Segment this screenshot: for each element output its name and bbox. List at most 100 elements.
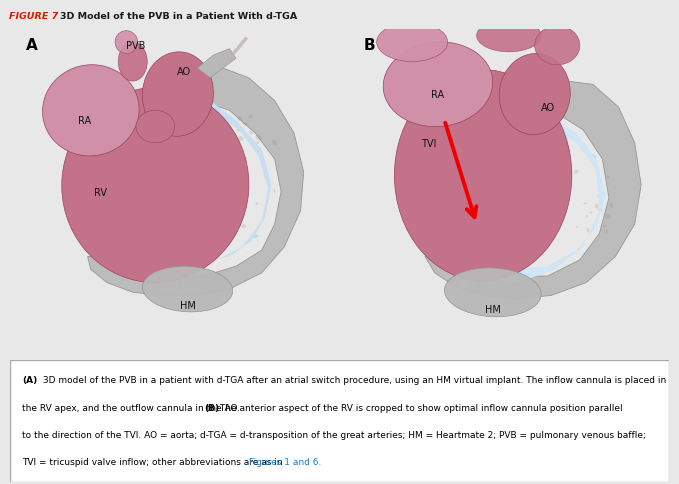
Text: (B): (B) (204, 403, 219, 412)
Ellipse shape (161, 294, 164, 297)
Ellipse shape (169, 259, 175, 264)
Ellipse shape (537, 124, 543, 131)
Ellipse shape (264, 177, 266, 179)
Ellipse shape (106, 167, 113, 174)
Ellipse shape (110, 82, 116, 89)
Text: HM: HM (485, 304, 500, 314)
Ellipse shape (226, 210, 232, 214)
Ellipse shape (212, 287, 213, 290)
Ellipse shape (445, 51, 452, 59)
Ellipse shape (255, 142, 259, 145)
Ellipse shape (479, 175, 483, 179)
Ellipse shape (92, 203, 100, 208)
Text: AO: AO (540, 103, 555, 113)
Ellipse shape (232, 214, 238, 219)
Ellipse shape (161, 264, 168, 270)
Ellipse shape (145, 178, 151, 182)
Ellipse shape (255, 203, 258, 206)
Ellipse shape (445, 268, 541, 317)
Ellipse shape (546, 197, 550, 201)
Text: TVI: TVI (420, 138, 436, 149)
Ellipse shape (242, 225, 246, 229)
Ellipse shape (480, 149, 485, 153)
Ellipse shape (510, 155, 517, 163)
Polygon shape (425, 82, 641, 299)
Polygon shape (88, 69, 304, 296)
Ellipse shape (458, 215, 462, 223)
Ellipse shape (412, 210, 422, 217)
Ellipse shape (88, 141, 94, 144)
Text: to the direction of the TVI. AO = aorta; d-TGA = d-transposition of the great ar: to the direction of the TVI. AO = aorta;… (22, 430, 646, 439)
Ellipse shape (115, 31, 138, 54)
Ellipse shape (418, 71, 424, 76)
Ellipse shape (88, 191, 94, 197)
Ellipse shape (510, 170, 515, 174)
Ellipse shape (466, 196, 473, 203)
Ellipse shape (418, 119, 424, 123)
Ellipse shape (477, 299, 482, 302)
Ellipse shape (178, 277, 181, 284)
Ellipse shape (249, 132, 253, 135)
Ellipse shape (498, 119, 504, 125)
Ellipse shape (504, 296, 510, 301)
Ellipse shape (203, 280, 207, 285)
Ellipse shape (243, 157, 247, 161)
Text: 3D Model of the PVB in a Patient With d-TGA: 3D Model of the PVB in a Patient With d-… (60, 13, 297, 21)
Ellipse shape (536, 114, 540, 119)
Ellipse shape (98, 107, 102, 111)
Ellipse shape (436, 83, 441, 92)
Ellipse shape (574, 170, 579, 175)
Ellipse shape (86, 179, 91, 182)
Ellipse shape (62, 89, 249, 283)
Ellipse shape (168, 180, 175, 189)
Ellipse shape (218, 159, 222, 164)
Ellipse shape (43, 65, 139, 157)
Ellipse shape (428, 85, 437, 88)
Ellipse shape (477, 20, 541, 53)
Ellipse shape (494, 247, 500, 252)
Ellipse shape (145, 127, 150, 130)
Ellipse shape (587, 228, 589, 233)
FancyBboxPatch shape (10, 361, 669, 482)
Ellipse shape (461, 227, 469, 235)
Polygon shape (113, 101, 272, 273)
Ellipse shape (606, 176, 609, 179)
Ellipse shape (81, 162, 85, 166)
Ellipse shape (141, 156, 145, 160)
Ellipse shape (445, 130, 451, 138)
Ellipse shape (118, 43, 147, 82)
Ellipse shape (212, 199, 217, 208)
Text: (A): (A) (22, 376, 37, 385)
Ellipse shape (125, 106, 129, 116)
Ellipse shape (208, 212, 217, 217)
Ellipse shape (86, 129, 90, 136)
Ellipse shape (81, 119, 88, 125)
Ellipse shape (230, 146, 234, 148)
Ellipse shape (143, 267, 233, 312)
Ellipse shape (255, 136, 261, 141)
Ellipse shape (273, 189, 276, 194)
Ellipse shape (422, 204, 425, 208)
Ellipse shape (106, 176, 114, 183)
Ellipse shape (407, 66, 409, 69)
Text: PVB: PVB (126, 41, 146, 51)
Ellipse shape (268, 194, 270, 196)
Ellipse shape (73, 141, 80, 148)
Ellipse shape (53, 126, 56, 133)
Ellipse shape (604, 230, 607, 234)
Ellipse shape (218, 294, 221, 296)
Ellipse shape (79, 230, 86, 237)
Ellipse shape (254, 235, 258, 239)
Ellipse shape (242, 123, 249, 126)
Ellipse shape (469, 282, 472, 287)
Ellipse shape (598, 194, 602, 199)
Text: FIGURE 7: FIGURE 7 (9, 13, 58, 21)
Ellipse shape (604, 226, 606, 227)
Ellipse shape (477, 100, 485, 106)
Ellipse shape (490, 155, 496, 162)
Ellipse shape (403, 96, 409, 103)
Ellipse shape (475, 273, 478, 275)
Ellipse shape (576, 227, 578, 228)
Ellipse shape (177, 284, 181, 289)
Ellipse shape (507, 285, 515, 288)
